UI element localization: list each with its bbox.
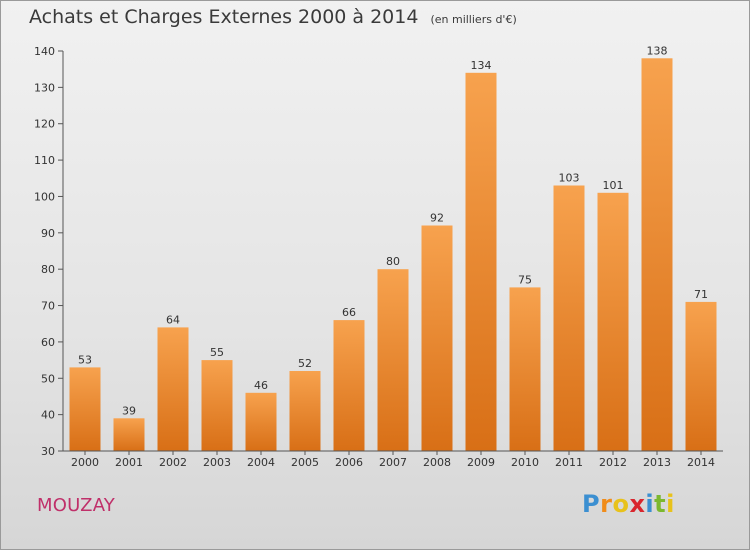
bar-value-label: 75 [518, 273, 532, 286]
bar-2011 [553, 185, 585, 451]
y-tick-label: 80 [41, 263, 55, 276]
x-tick-label: 2009 [467, 456, 495, 469]
y-tick-label: 70 [41, 300, 55, 313]
bar-value-label: 46 [254, 379, 268, 392]
x-tick-label: 2001 [115, 456, 143, 469]
bar-value-label: 64 [166, 313, 180, 326]
y-tick-label: 120 [34, 118, 55, 131]
bar-value-label: 52 [298, 357, 312, 370]
bar-value-label: 80 [386, 255, 400, 268]
logo-letter: i [645, 490, 655, 518]
x-tick-label: 2006 [335, 456, 363, 469]
x-tick-label: 2010 [511, 456, 539, 469]
bar-2003 [201, 360, 233, 451]
bar-value-label: 103 [559, 172, 580, 185]
x-tick-label: 2013 [643, 456, 671, 469]
bar-2009 [465, 72, 497, 452]
bars-group: 53 39 64 55 46 52 66 80 92 134 75 103 101 138 71 [69, 44, 717, 452]
bar-2002 [157, 327, 189, 451]
x-tick-label: 2003 [203, 456, 231, 469]
bar-2014 [685, 301, 717, 451]
bar-value-label: 53 [78, 353, 92, 366]
x-tick-label: 2004 [247, 456, 275, 469]
bar-2004 [245, 392, 277, 451]
x-tick-label: 2005 [291, 456, 319, 469]
logo-letter: o [612, 490, 630, 518]
bar-2008 [421, 225, 453, 451]
y-tick-label: 90 [41, 227, 55, 240]
logo-letter: t [654, 490, 667, 518]
bar-2013 [641, 58, 673, 452]
chart-title-text: Achats et Charges Externes 2000 à 2014 [29, 6, 419, 28]
x-tick-label: 2011 [555, 456, 583, 469]
x-tick-label: 2000 [71, 456, 99, 469]
y-tick-label: 60 [41, 336, 55, 349]
bar-value-label: 92 [430, 212, 444, 225]
bar-2012 [597, 192, 629, 452]
logo-letter: r [600, 490, 613, 518]
y-tick-label: 110 [34, 154, 55, 167]
y-axis: 30 40 50 60 70 80 90 100 110 120 130 140 [34, 45, 64, 458]
y-tick-label: 140 [34, 45, 55, 58]
logo-letter: x [629, 490, 646, 518]
logo-letter: i [666, 490, 675, 518]
bar-value-label: 71 [694, 288, 708, 301]
y-tick-label: 30 [41, 445, 55, 458]
bar-2005 [289, 371, 321, 451]
x-tick-label: 2002 [159, 456, 187, 469]
bar-value-label: 55 [210, 346, 224, 359]
bar-2010 [509, 287, 541, 451]
proxiti-logo: Proxiti [582, 490, 675, 518]
bar-2006 [333, 320, 365, 451]
bar-2001 [113, 418, 145, 451]
x-axis: 2000 2001 2002 2003 2004 2005 2006 2007 2008 2009… [63, 450, 723, 469]
bar-value-label: 39 [122, 404, 136, 417]
y-tick-label: 40 [41, 409, 55, 422]
y-tick-label: 50 [41, 372, 55, 385]
x-tick-label: 2007 [379, 456, 407, 469]
bar-value-label: 101 [603, 179, 624, 192]
bar-value-label: 138 [647, 44, 668, 57]
bar-2000 [69, 367, 101, 451]
bar-2007 [377, 269, 409, 451]
location-label: MOUZAY [37, 495, 115, 516]
bar-value-label: 66 [342, 306, 356, 319]
y-tick-label: 100 [34, 190, 55, 203]
x-tick-label: 2008 [423, 456, 451, 469]
logo-letter: P [582, 490, 601, 518]
x-tick-label: 2014 [687, 456, 715, 469]
chart-title: Achats et Charges Externes 2000 à 2014 (e… [29, 6, 517, 28]
x-tick-label: 2012 [599, 456, 627, 469]
y-tick-label: 130 [34, 81, 55, 94]
bar-value-label: 134 [471, 59, 492, 72]
chart-unit: (en milliers d'€) [430, 13, 517, 26]
